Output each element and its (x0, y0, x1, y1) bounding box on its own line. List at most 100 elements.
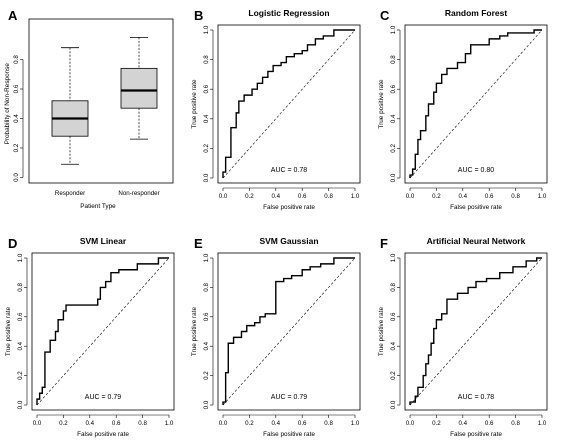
x-axis-title: False positive rate (263, 431, 315, 438)
x-tick-label: 1.0 (351, 420, 360, 427)
auc-label: AUC = 0.80 (458, 167, 494, 174)
x-axis-title: Patient Type (80, 203, 116, 210)
roc-curve (409, 257, 542, 405)
panel-letter-d: D (8, 236, 17, 251)
y-tick-label: 0.6 (390, 312, 397, 321)
y-axis-title: True positive rate (191, 306, 198, 356)
panel-e-roc-svm-gaussian: E SVM Gaussian 0.0 0.0 0.2 0.2 0.4 0.4 0.6 0.6 0.… (191, 236, 361, 438)
plot-frame (31, 252, 175, 411)
auc-label: AUC = 0.79 (271, 394, 307, 401)
y-tick-label: 0.0 (203, 400, 210, 409)
x-tick-label: 0.6 (485, 420, 494, 427)
x-tick-label: 0.6 (298, 420, 307, 427)
auc-label: AUC = 0.79 (85, 394, 121, 401)
y-tick-label: 0.2 (390, 144, 397, 153)
roc-curve (222, 257, 355, 405)
x-axis-title: False positive rate (450, 204, 502, 211)
x-tick-label: 0.2 (432, 193, 441, 200)
panel-c-roc-random-forest: C Random Forest 0.0 0.0 0.2 0.2 0.4 0.4 0.6 0.6 0… (378, 8, 548, 211)
panel-letter-c: C (380, 8, 390, 23)
panel-b-roc-logistic-regression: B Logistic Regression 0.0 0.0 0.2 0.2 0.4 0.4 0… (191, 8, 361, 211)
x-tick-label: 0.0 (219, 193, 228, 200)
chart-title: Logistic Regression (248, 8, 329, 18)
diagonal-reference-line (222, 29, 356, 179)
x-tick-label: 0.8 (324, 193, 333, 200)
roc-curve (409, 29, 542, 178)
y-tick-label: 0.6 (17, 312, 24, 321)
x-tick-label: 1.0 (351, 193, 360, 200)
y-tick-label: 0.2 (13, 143, 20, 152)
y-tick-label: 0.6 (203, 312, 210, 321)
x-tick-label: 0.6 (112, 420, 121, 427)
y-tick-label: 0.0 (17, 400, 24, 409)
x-tick-label: 0.0 (219, 420, 228, 427)
y-tick-label: 1.0 (17, 253, 24, 262)
y-tick-label: 1.0 (203, 25, 210, 34)
y-tick-label: 0.4 (203, 341, 210, 350)
panel-letter-a: A (8, 8, 18, 23)
x-tick-label: 0.4 (271, 420, 280, 427)
y-tick-label: 0.2 (203, 144, 210, 153)
diagonal-reference-line (222, 257, 356, 406)
y-tick-label: 0.8 (203, 55, 210, 64)
plot-frame (217, 252, 361, 411)
y-tick-label: 0.0 (390, 173, 397, 182)
x-tick-label: 0.8 (511, 193, 520, 200)
plot-frame (28, 18, 174, 184)
x-axis-title: False positive rate (450, 431, 502, 438)
panel-letter-e: E (194, 236, 203, 251)
x-axis-title: False positive rate (263, 204, 315, 211)
y-axis-title: True positive rate (5, 306, 12, 356)
y-tick-label: 0.4 (390, 114, 397, 123)
chart-title: Random Forest (445, 8, 508, 18)
x-tick-label: 0.6 (485, 193, 494, 200)
roc-curve (36, 257, 169, 405)
y-tick-label: 1.0 (203, 253, 210, 262)
y-tick-label: 0.6 (203, 84, 210, 93)
y-tick-label: 0.4 (17, 341, 24, 350)
x-tick-label: 1.0 (165, 420, 174, 427)
x-tick-label: 1.0 (538, 193, 547, 200)
y-tick-label: 0.8 (13, 55, 20, 64)
diagonal-reference-line (36, 257, 170, 406)
y-tick-label: 0.0 (203, 173, 210, 182)
x-tick-label: 1.0 (538, 420, 547, 427)
y-tick-label: 0.0 (390, 400, 397, 409)
x-tick-label: 0.6 (298, 193, 307, 200)
x-category-label: Non-responder (118, 190, 159, 197)
x-tick-label: 0.4 (458, 193, 467, 200)
x-tick-label: 0.2 (245, 193, 254, 200)
y-axis-title: Probability of Non-Response (4, 63, 11, 145)
panel-d-roc-svm-linear: D SVM Linear 0.0 0.0 0.2 0.2 0.4 0.4 0.6 0.6 0.8 0… (5, 236, 175, 438)
y-tick-label: 0.8 (203, 283, 210, 292)
chart-title: SVM Gaussian (259, 236, 318, 246)
y-axis-title: True positive rate (378, 306, 385, 356)
panel-letter-b: B (194, 8, 203, 23)
y-tick-label: 0.4 (390, 341, 397, 350)
y-tick-label: 0.6 (13, 84, 20, 93)
x-tick-label: 0.8 (511, 420, 520, 427)
x-tick-label: 0.0 (406, 193, 415, 200)
chart-title: Artificial Neural Network (427, 236, 526, 246)
y-tick-label: 1.0 (390, 253, 397, 262)
y-tick-label: 0.8 (390, 283, 397, 292)
y-axis-title: True positive rate (378, 79, 385, 129)
diagonal-reference-line (409, 257, 543, 406)
panel-f-roc-neural-network: F Artificial Neural Network 0.0 0.0 0.2 0.2 0… (378, 236, 548, 438)
y-tick-label: 1.0 (390, 25, 397, 34)
plot-frame (404, 24, 548, 184)
x-category-label: Responder (55, 190, 85, 197)
x-tick-label: 0.0 (33, 420, 42, 427)
y-tick-label: 0.6 (390, 84, 397, 93)
x-tick-label: 0.4 (85, 420, 94, 427)
x-tick-label: 0.4 (458, 420, 467, 427)
x-tick-label: 0.2 (432, 420, 441, 427)
x-tick-label: 0.8 (138, 420, 147, 427)
y-tick-label: 0.2 (390, 371, 397, 380)
chart-title: SVM Linear (80, 236, 127, 246)
y-tick-label: 0.4 (13, 114, 20, 123)
x-tick-label: 0.8 (324, 420, 333, 427)
box-non-responder (120, 67, 158, 109)
x-tick-label: 0.0 (406, 420, 415, 427)
